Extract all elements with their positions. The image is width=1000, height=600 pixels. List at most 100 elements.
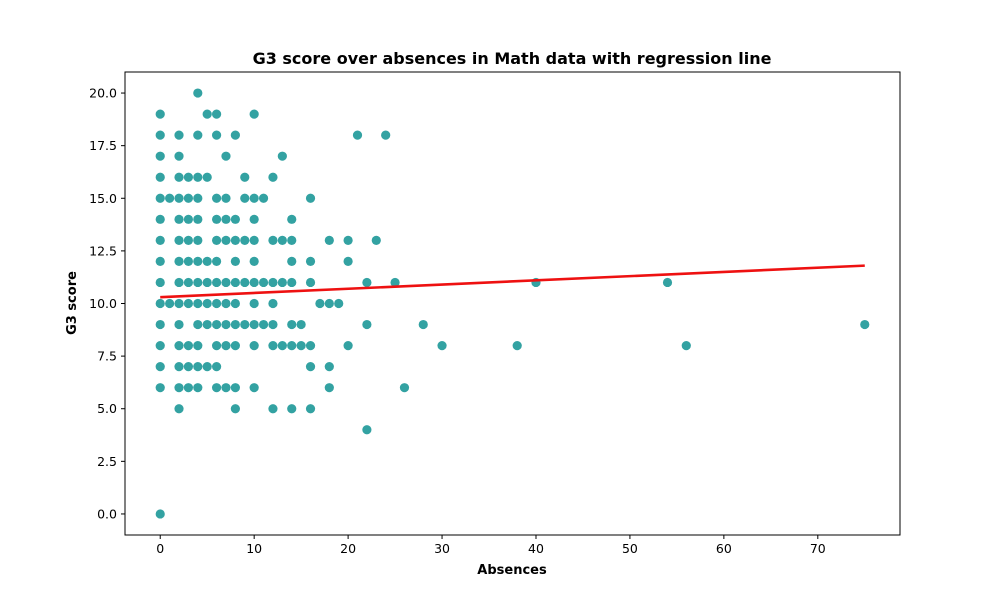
data-point [249, 214, 259, 224]
data-point [193, 88, 203, 98]
data-point [230, 256, 240, 267]
points-layer [155, 88, 870, 519]
data-point [202, 277, 212, 288]
data-point [268, 277, 278, 288]
data-point [174, 383, 184, 393]
data-point [202, 172, 212, 182]
data-point [183, 193, 194, 203]
y-tick-label: 2.5 [97, 454, 117, 469]
data-point [230, 214, 240, 224]
data-point [390, 277, 400, 288]
data-point [155, 214, 165, 224]
data-point [174, 404, 184, 414]
data-point [287, 235, 297, 245]
data-point [174, 193, 184, 203]
data-point [268, 319, 278, 330]
data-point [155, 235, 165, 245]
x-tick-label: 20 [340, 541, 356, 556]
data-point [202, 362, 212, 372]
data-point [193, 256, 203, 267]
y-tick-label: 0.0 [97, 506, 117, 521]
data-point [315, 298, 325, 309]
data-point [305, 362, 316, 372]
data-point [371, 235, 381, 245]
data-point [193, 130, 203, 140]
data-point [287, 214, 297, 224]
data-point [324, 383, 334, 393]
data-point [268, 235, 278, 245]
data-point [155, 277, 165, 288]
data-point [343, 256, 353, 267]
data-point [221, 151, 231, 161]
data-point [305, 193, 316, 203]
data-point [221, 277, 231, 288]
data-point [230, 277, 240, 288]
data-point [211, 214, 222, 224]
x-axis-ticks: 0 10 20 30 40 50 60 70 [156, 535, 826, 556]
data-point [193, 298, 203, 309]
data-point [211, 319, 222, 330]
data-point [230, 235, 240, 245]
x-tick-label: 0 [156, 541, 164, 556]
data-point [305, 256, 316, 267]
data-point [258, 277, 269, 288]
data-point [240, 193, 250, 203]
data-point [165, 193, 175, 203]
data-point [211, 340, 222, 351]
y-axis-label: G3 score [65, 271, 80, 335]
data-point [249, 193, 259, 203]
data-point [211, 256, 222, 267]
x-axis-label: Absences [477, 563, 547, 578]
data-point [202, 256, 212, 267]
data-point [165, 298, 175, 309]
y-tick-label: 7.5 [97, 349, 117, 364]
data-point [211, 130, 222, 140]
data-point [183, 383, 194, 393]
data-point [324, 298, 334, 309]
data-point [230, 130, 240, 140]
data-point [155, 256, 165, 267]
data-point [230, 319, 240, 330]
data-point [287, 256, 297, 267]
data-point [174, 298, 184, 309]
data-point [277, 151, 287, 161]
data-point [324, 362, 334, 372]
data-point [193, 277, 203, 288]
data-point [268, 172, 278, 182]
data-point [155, 109, 165, 119]
y-tick-label: 5.0 [97, 401, 117, 416]
data-point [230, 383, 240, 393]
y-tick-label: 17.5 [89, 138, 117, 153]
data-point [249, 340, 259, 351]
data-point [174, 130, 184, 140]
data-point [183, 256, 194, 267]
data-point [174, 362, 184, 372]
data-point [221, 214, 231, 224]
data-point [174, 277, 184, 288]
data-point [155, 340, 165, 351]
data-point [174, 214, 184, 224]
x-tick-label: 50 [622, 541, 638, 556]
data-point [258, 319, 269, 330]
data-point [399, 383, 410, 393]
data-point [155, 298, 165, 309]
data-point [362, 319, 372, 330]
data-point [240, 172, 250, 182]
data-point [268, 340, 278, 351]
y-tick-label: 15.0 [89, 191, 117, 206]
data-point [362, 277, 372, 288]
data-point [249, 256, 259, 267]
data-point [211, 235, 222, 245]
data-point [174, 235, 184, 245]
data-point [249, 109, 259, 119]
data-point [193, 172, 203, 182]
data-point [240, 277, 250, 288]
data-point [277, 340, 287, 351]
data-point [437, 340, 447, 351]
data-point [268, 404, 278, 414]
data-point [221, 319, 231, 330]
data-point [193, 214, 203, 224]
data-point [193, 193, 203, 203]
data-point [183, 214, 194, 224]
